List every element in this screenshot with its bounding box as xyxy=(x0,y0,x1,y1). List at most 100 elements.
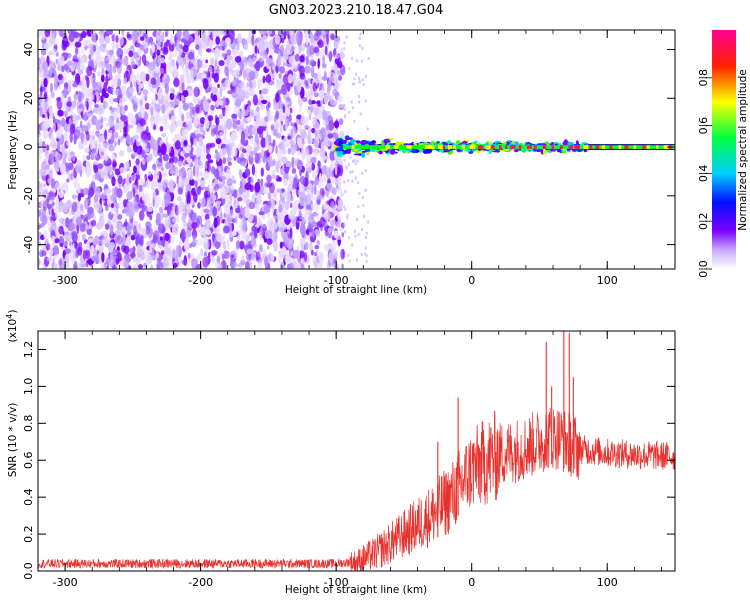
heatmap-cell xyxy=(164,74,170,86)
heatmap-cell xyxy=(251,56,257,66)
heatmap-cell xyxy=(203,208,210,214)
heatmap-cell xyxy=(187,89,194,97)
heatmap-cell xyxy=(43,77,48,88)
heatmap-cell xyxy=(155,159,159,164)
signal-core-cell xyxy=(351,145,355,149)
colorbar-tick-label: 0.4 xyxy=(697,165,710,183)
heatmap-cell xyxy=(300,222,306,232)
heatmap-cell xyxy=(327,95,333,101)
heatmap-cell xyxy=(251,194,256,200)
heatmap-cell xyxy=(305,37,309,46)
heatmap-cell xyxy=(161,133,167,138)
heatmap-cell xyxy=(344,114,346,118)
heatmap-cell xyxy=(272,232,275,244)
heatmap-cell xyxy=(224,109,229,118)
heatmap-cell xyxy=(199,117,206,124)
heatmap-cell xyxy=(123,127,128,137)
heatmap-cell xyxy=(185,237,189,248)
heatmap-cell xyxy=(152,163,157,171)
heatmap-cell xyxy=(310,100,316,105)
signal-cell xyxy=(412,148,417,154)
heatmap-cell xyxy=(259,89,262,95)
signal-cell xyxy=(542,148,547,155)
heatmap-cell xyxy=(140,82,144,89)
heatmap-cell xyxy=(334,99,338,106)
heatmap-cell xyxy=(126,190,133,201)
heatmap-cell xyxy=(301,139,307,145)
heatmap-cell xyxy=(343,223,346,227)
heatmap-cell xyxy=(205,218,211,230)
heatmap-cell xyxy=(227,231,234,238)
heatmap-cell xyxy=(49,109,54,120)
heatmap-cell xyxy=(283,62,286,67)
snr-ytick-label: 0.6 xyxy=(22,451,35,469)
heatmap-cell xyxy=(164,217,169,227)
heatmap-cell xyxy=(321,76,328,81)
heatmap-cell xyxy=(137,264,144,269)
heatmap-cell xyxy=(333,120,340,129)
heatmap-cell xyxy=(197,202,201,209)
heatmap-cell xyxy=(169,169,175,175)
signal-cell xyxy=(378,150,383,155)
heatmap-cell xyxy=(316,75,323,84)
heatmap-cell xyxy=(344,190,347,194)
heatmap-cell xyxy=(170,117,176,125)
heatmap-cell xyxy=(145,60,150,68)
heatmap-cell xyxy=(351,243,354,247)
heatmap-cell xyxy=(170,236,175,244)
heatmap-cell xyxy=(42,164,50,170)
heatmap-cell xyxy=(345,165,348,169)
heatmap-cell xyxy=(74,241,78,249)
heatmap-cell xyxy=(291,167,297,174)
heatmap-cell xyxy=(210,57,215,66)
heatmap-cell xyxy=(111,159,117,171)
heatmap-cell xyxy=(113,32,117,43)
heatmap-cell xyxy=(168,180,176,188)
heatmap-cell xyxy=(364,252,367,256)
heatmap-cell xyxy=(274,35,281,45)
signal-core-cell xyxy=(461,145,465,149)
signal-cell xyxy=(557,148,561,153)
heatmap-cell xyxy=(118,150,125,157)
snr-axes: -300 -200 -100 0 100 0.0 0.2 0.4 0.6 0.8 1.0 1.2 xyxy=(22,331,675,589)
heatmap-cell xyxy=(330,219,337,226)
heatmap-cell xyxy=(174,140,181,150)
heatmap-cell xyxy=(104,129,107,141)
heatmap-cell xyxy=(255,60,261,72)
heatmap-cell xyxy=(182,90,189,98)
heatmap-cell xyxy=(81,233,86,242)
heatmap-cell xyxy=(354,234,357,238)
heatmap-cell xyxy=(281,84,288,96)
heatmap-cell xyxy=(330,33,335,41)
heatmap-cell xyxy=(287,73,294,84)
heatmap-cell xyxy=(144,174,148,179)
heatmap-cell xyxy=(108,89,113,94)
heatmap-cell xyxy=(49,128,54,134)
heatmap-cell xyxy=(338,155,342,165)
signal-core-cell xyxy=(485,145,492,149)
heatmap-cell xyxy=(300,131,307,139)
heatmap-cell xyxy=(70,123,76,135)
heatmap-cell xyxy=(51,91,55,98)
heatmap-cell xyxy=(211,182,216,188)
heatmap-cell xyxy=(286,96,291,103)
heatmap-cell xyxy=(116,222,123,235)
heatmap-cell xyxy=(100,192,106,200)
heatmap-cell xyxy=(215,226,221,233)
heatmap-cell xyxy=(354,176,357,180)
heatmap-cell xyxy=(167,56,173,64)
heatmap-cell xyxy=(114,168,121,176)
heatmap-cell xyxy=(67,82,72,93)
heatmap-cell xyxy=(281,149,287,155)
heatmap-cell xyxy=(351,170,354,174)
heatmap-cell xyxy=(187,191,191,196)
heatmap-cell xyxy=(235,125,241,132)
heatmap-cell xyxy=(77,247,83,256)
heatmap-cell xyxy=(367,220,369,224)
heatmap-cell xyxy=(366,127,369,131)
signal-core-cell xyxy=(406,145,412,149)
heatmap-cell xyxy=(123,260,130,269)
heatmap-cell xyxy=(198,252,202,261)
heatmap-cell xyxy=(348,259,351,263)
heatmap-cell xyxy=(85,241,90,252)
